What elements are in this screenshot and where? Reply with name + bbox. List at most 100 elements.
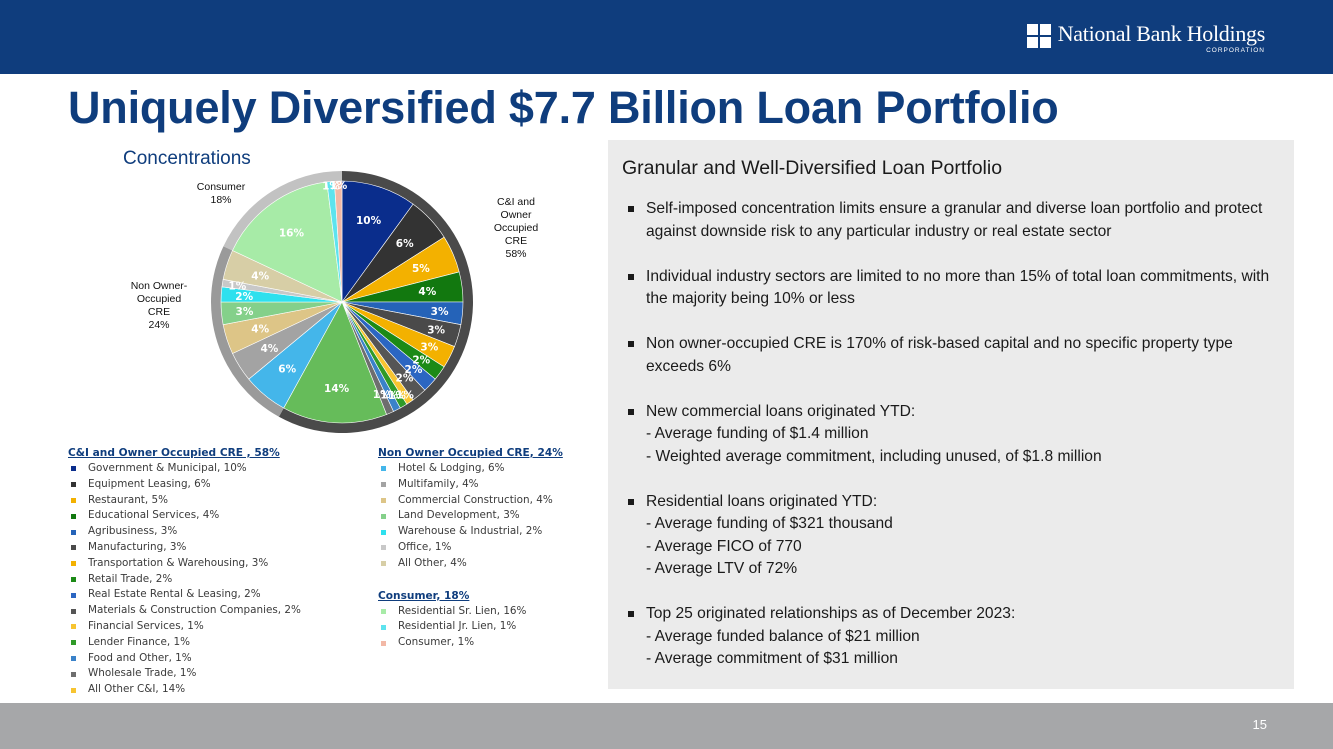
slice-data-label: 5% [412, 263, 430, 275]
legend-entry: Retail Trade, 2% [68, 572, 301, 588]
pie-slice [232, 181, 343, 303]
legend-entry: Land Development, 3% [378, 508, 563, 524]
legend-entry: All Other, 4% [378, 556, 563, 572]
header-bar: National Bank Holdings CORPORATION [0, 0, 1333, 74]
sub-item: - Average LTV of 72% [646, 560, 798, 577]
legend-swatch [381, 529, 386, 535]
slice-data-label: 1% [373, 389, 391, 401]
legend-swatch [71, 576, 76, 582]
legend-label: Manufacturing, 3% [88, 540, 187, 553]
bullet-item: Self-imposed concentration limits ensure… [628, 198, 1278, 243]
info-panel: Granular and Well-Diversified Loan Portf… [608, 140, 1294, 689]
legend-swatch [381, 608, 386, 614]
legend-label: Educational Services, 4% [88, 509, 220, 522]
legend-entry: All Other C&I, 14% [68, 682, 301, 698]
legend-swatch [71, 497, 76, 503]
legend-label: Food and Other, 1% [88, 651, 192, 664]
slice-data-label: 16% [279, 227, 305, 239]
slice-data-label: 1% [322, 181, 340, 193]
group-label-consumer: Consumer 18% [196, 181, 246, 206]
slide-title: Uniquely Diversified $7.7 Billion Loan P… [68, 82, 1059, 133]
legend-label: Transportation & Warehousing, 3% [88, 556, 269, 569]
sub-item: - Average funded balance of $21 million [646, 627, 920, 645]
square-bullet-icon [628, 341, 634, 347]
legend-entry: Equipment Leasing, 6% [68, 477, 301, 493]
legend-entry: Office, 1% [378, 540, 563, 556]
slice-data-label: 6% [278, 363, 296, 375]
legend-swatch [71, 624, 76, 630]
legend-entry: Multifamily, 4% [378, 477, 563, 493]
logo-subtitle: CORPORATION [1206, 47, 1265, 54]
legend-label: Retail Trade, 2% [88, 572, 173, 585]
legend-swatch [381, 466, 386, 472]
square-bullet-icon [628, 273, 634, 280]
bullet-list: Self-imposed concentration limits ensure… [628, 198, 1278, 671]
group-ring-segment [210, 246, 284, 417]
square-bullet-icon [628, 498, 634, 505]
legend-label: Equipment Leasing, 6% [88, 477, 211, 490]
page-number: 15 [1252, 717, 1267, 732]
slice-data-label: 2% [412, 355, 430, 367]
legend-label: Materials & Construction Companies, 2% [88, 604, 301, 617]
legend-entry: Materials & Construction Companies, 2% [68, 603, 301, 619]
legend-entry: Real Estate Rental & Leasing, 2% [68, 587, 301, 603]
legend-entry: Warehouse & Industrial, 2% [378, 524, 563, 540]
legend-entry: Lender Finance, 1% [68, 635, 301, 651]
square-bullet-icon [628, 408, 634, 415]
legend-label: Lender Finance, 1% [88, 635, 190, 648]
legend-swatch [71, 608, 76, 614]
slice-data-label: 1% [396, 390, 414, 402]
legend-entry: Consumer, 1% [378, 635, 563, 651]
legend-swatch [71, 466, 76, 472]
slice-data-label: 1% [380, 390, 398, 402]
square-bullet-icon [628, 206, 634, 212]
legend-entry: Residential Sr. Lien, 16% [378, 604, 563, 620]
legend-entry: Government & Municipal, 10% [68, 461, 301, 477]
legend-label: Consumer, 1% [398, 636, 475, 649]
sub-item: - Weighted average commitment, including… [646, 447, 1102, 465]
slice-data-label: 6% [396, 238, 414, 250]
legend-label: Financial Services, 1% [88, 619, 204, 632]
legend-swatch [381, 640, 386, 646]
legend-entry: Hotel & Lodging, 6% [378, 461, 563, 477]
legend-ci: C&I and Owner Occupied CRE , 58% Governm… [68, 445, 301, 698]
slice-data-label: 1% [388, 390, 406, 402]
legend-label: Government & Municipal, 10% [88, 462, 247, 474]
slice-data-label: 3% [427, 324, 445, 336]
pie-slice [334, 180, 343, 303]
legend-label: Warehouse & Industrial, 2% [398, 525, 543, 538]
legend-swatch [381, 482, 386, 488]
legend-swatch [381, 624, 386, 630]
legend-entry: Manufacturing, 3% [68, 540, 301, 556]
sub-item: - Average commitment of $31 million [646, 650, 898, 667]
legend-label: Agribusiness, 3% [88, 525, 178, 538]
legend-label: Residential Sr. Lien, 16% [398, 604, 527, 617]
slice-data-label: 4% [251, 270, 269, 282]
legend-entry: Agribusiness, 3% [68, 524, 301, 540]
legend-label: Real Estate Rental & Leasing, 2% [88, 588, 261, 601]
slice-data-label: 4% [260, 343, 278, 355]
legend-noo-cre-heading: Non Owner Occupied CRE, 24% [378, 447, 563, 459]
legend-swatch [71, 482, 76, 488]
legend-swatch [71, 655, 76, 661]
legend-label: Office, 1% [398, 540, 452, 553]
slice-data-label: 1% [228, 280, 246, 292]
legend-swatch [71, 592, 76, 598]
legend-entry: Residential Jr. Lien, 1% [378, 619, 563, 635]
bullet-item: Non owner-occupied CRE is 170% of risk-b… [628, 333, 1278, 378]
group-label-ci: C&I and Owner Occupied CRE 58% [493, 196, 539, 260]
bullet-item: Residential loans originated YTD: [628, 491, 1278, 514]
legend-swatch [381, 497, 386, 503]
legend-label: Commercial Construction, 4% [398, 493, 553, 506]
slice-data-label: 3% [420, 341, 438, 353]
legend-swatch [381, 513, 386, 519]
slice-data-label: 4% [251, 324, 269, 336]
legend-swatch [71, 687, 76, 693]
legend-consumer-heading: Consumer, 18% [378, 589, 470, 602]
pie-slice [341, 180, 414, 303]
legend-entry: Transportation & Warehousing, 3% [68, 556, 301, 572]
legend-swatch [71, 529, 76, 535]
legend-label: Restaurant, 5% [88, 493, 168, 506]
legend-entry: Financial Services, 1% [68, 619, 301, 635]
slice-data-label: 2% [235, 291, 253, 303]
